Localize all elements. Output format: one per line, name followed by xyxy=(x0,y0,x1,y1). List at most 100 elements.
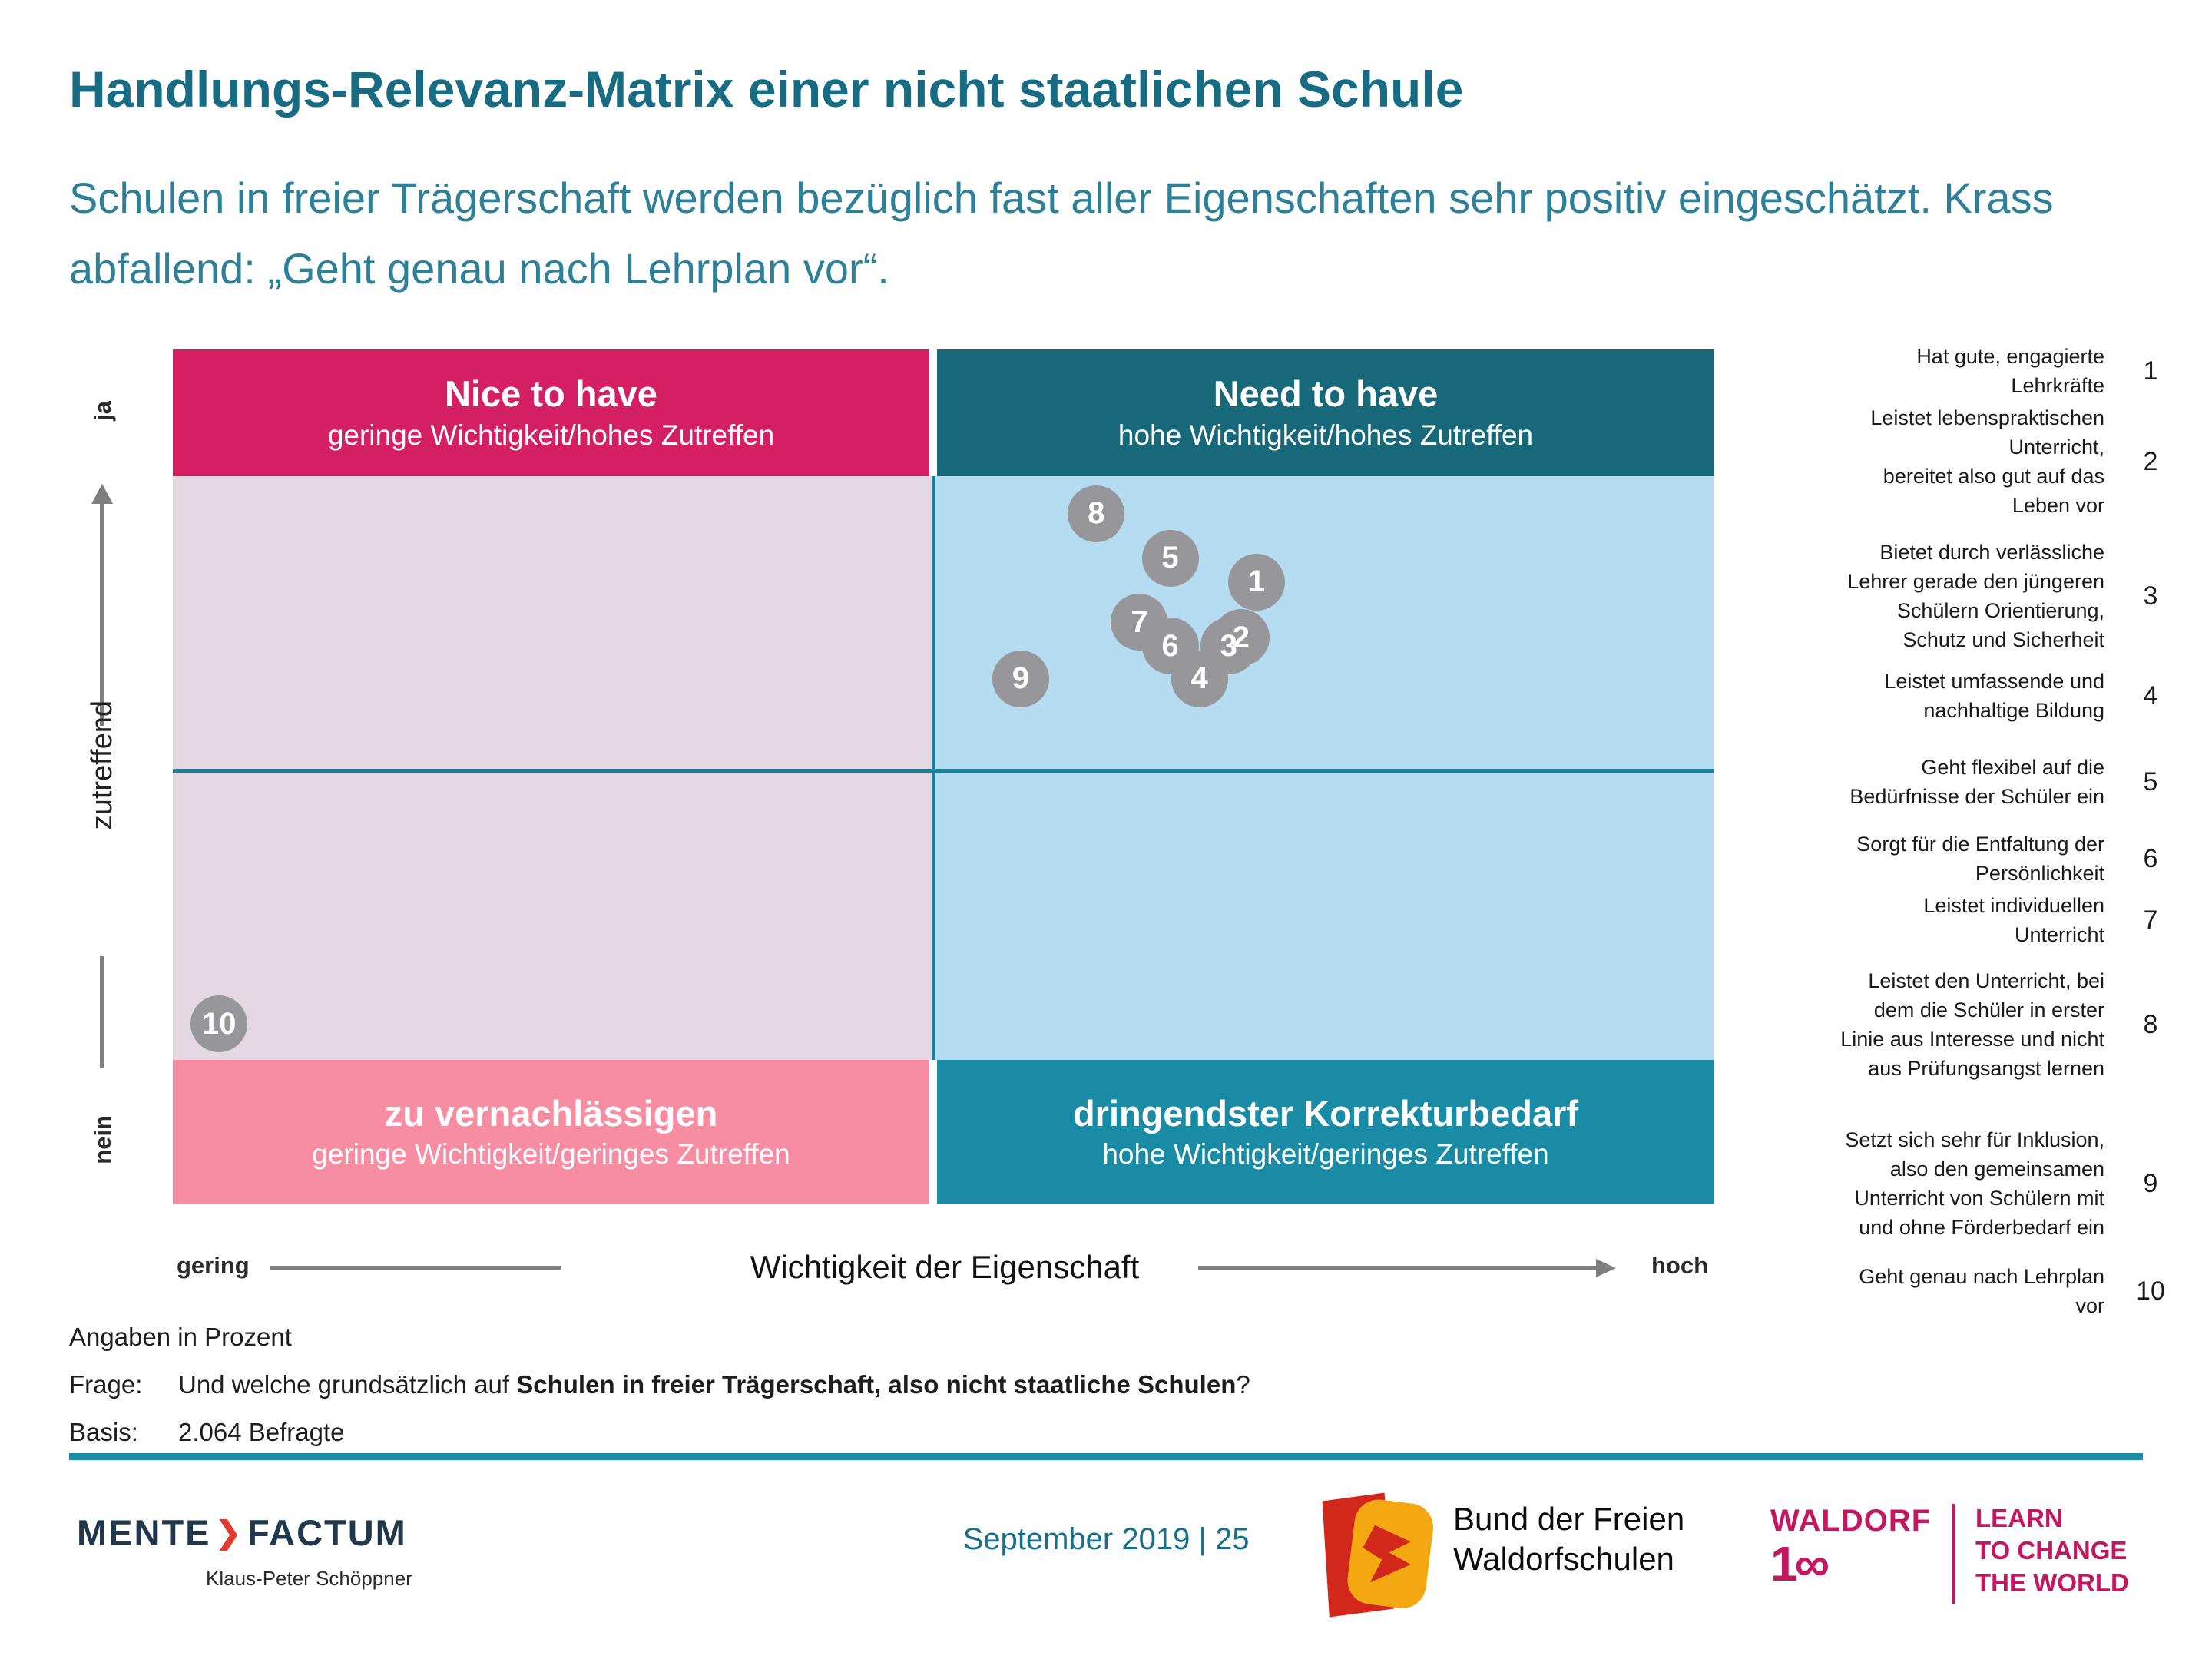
quadrant-matrix: Nice to have geringe Wichtigkeit/hohes Z… xyxy=(173,349,1714,1204)
waldorf100-divider xyxy=(1952,1504,1955,1604)
quadrant-header-nice-to-have: Nice to have geringe Wichtigkeit/hohes Z… xyxy=(173,349,929,476)
question-prefix: Und welche grundsätzlich auf xyxy=(178,1370,517,1399)
quadrant-title: dringendster Korrekturbedarf xyxy=(1072,1092,1579,1134)
waldorfschulen-logo-icon xyxy=(1322,1492,1433,1618)
quadrant-title: Nice to have xyxy=(445,373,657,415)
y-axis-arrowhead-icon xyxy=(91,484,113,504)
legend-item-9: Setzt sich sehr für Inklusion, also den … xyxy=(1790,1125,2197,1242)
data-point-circle xyxy=(992,650,1049,707)
mentefactum-logo-part1: MENTE xyxy=(77,1512,211,1553)
chevron-icon: ❯ xyxy=(215,1515,243,1550)
legend-item-1: Hat gute, engagierte Lehrkräfte 1 xyxy=(1790,342,2197,400)
legend-number: 8 xyxy=(2143,1009,2158,1039)
legend-item-2: Leistet lebenspraktischen Unterricht, be… xyxy=(1790,403,2197,520)
x-axis-arrowhead-icon xyxy=(1596,1259,1616,1277)
legend-text: Leistet umfassende und nachhaltige Bildu… xyxy=(1884,670,2104,722)
quadrant-subtitle: hohe Wichtigkeit/hohes Zutreffen xyxy=(1118,419,1534,451)
legend-item-5: Geht flexibel auf die Bedürfnisse der Sc… xyxy=(1790,753,2197,811)
legend-item-7: Leistet individuellen Unterricht 7 xyxy=(1790,891,2197,949)
question-label: Frage: xyxy=(69,1370,143,1399)
quadrant-subtitle: geringe Wichtigkeit/hohes Zutreffen xyxy=(327,419,775,451)
data-point-number: 10 xyxy=(201,1006,237,1041)
quadrant-title: Need to have xyxy=(1213,373,1439,415)
legend-text: Leistet den Unterricht, bei dem die Schü… xyxy=(1840,969,2104,1080)
legend-number: 5 xyxy=(2143,767,2158,796)
x-axis-arrow-line xyxy=(1198,1266,1596,1270)
waldorf100-number: 1∞ xyxy=(1770,1536,1830,1591)
data-point-number: 4 xyxy=(1190,661,1208,695)
plot-points: 1 2 3 4 5 6 7 8 9 10 xyxy=(173,349,1714,1204)
legend-text: Bietet durch verlässliche Lehrer gerade … xyxy=(1847,541,2104,651)
legend-number: 6 xyxy=(2143,843,2158,873)
date-page-number: September 2019 | 25 xyxy=(962,1522,1250,1556)
data-point-circle xyxy=(1111,594,1168,651)
author-credit: Klaus-Peter Schöppner xyxy=(206,1567,412,1590)
quadrant-subtitle: hohe Wichtigkeit/geringes Zutreffen xyxy=(1102,1138,1549,1171)
data-point-circle xyxy=(1227,553,1285,611)
data-point-number: 6 xyxy=(1161,628,1179,663)
legend-text: Geht genau nach Lehrplan vor xyxy=(1859,1265,2104,1317)
quadrant-fill-right xyxy=(935,476,1714,1060)
question-note: Frage: Und welche grundsätzlich auf Schul… xyxy=(69,1370,1250,1399)
question-suffix: ? xyxy=(1236,1370,1250,1399)
quadrant-title: zu vernachlässigen xyxy=(384,1092,718,1134)
quadrant-header-need-to-have: Need to have hohe Wichtigkeit/hohes Zutr… xyxy=(937,349,1714,476)
matrix-midline-vertical xyxy=(932,476,935,1060)
legend-number: 9 xyxy=(2143,1168,2158,1198)
y-axis-arrow-line xyxy=(100,502,104,726)
legend-text: Leistet lebenspraktischen Unterricht, be… xyxy=(1870,406,2104,517)
waldorf100-word: WALDORF xyxy=(1770,1504,1932,1538)
quadrant-header-korrekturbedarf: dringendster Korrekturbedarf hohe Wichti… xyxy=(937,1060,1714,1204)
legend-item-6: Sorgt für die Entfaltung der Persönlichk… xyxy=(1790,830,2197,888)
mentefactum-logo: MENTE ❯ FACTUM xyxy=(77,1512,407,1554)
quadrant-header-zu-vernachlaessigen: zu vernachlässigen geringe Wichtigkeit/g… xyxy=(173,1060,929,1204)
data-point-number: 9 xyxy=(1012,661,1029,695)
page-title: Handlungs-Relevanz-Matrix einer nicht st… xyxy=(69,61,1464,118)
legend-item-8: Leistet den Unterricht, bei dem die Schü… xyxy=(1790,966,2197,1083)
mentefactum-logo-part2: FACTUM xyxy=(247,1512,407,1553)
legend-number: 4 xyxy=(2143,680,2158,710)
basis-value: 2.064 Befragte xyxy=(178,1418,345,1446)
data-point-number: 7 xyxy=(1131,604,1148,639)
x-axis-min-label: gering xyxy=(177,1252,250,1279)
legend-number: 3 xyxy=(2143,581,2158,611)
waldorf100-logo: WALDORF 1∞ xyxy=(1770,1504,1931,1592)
data-point-number: 5 xyxy=(1161,541,1179,575)
y-axis-max-label: ja xyxy=(89,401,116,421)
legend-number: 7 xyxy=(2143,905,2158,935)
matrix-midline-horizontal xyxy=(173,769,1714,773)
legend-number: 10 xyxy=(2136,1276,2165,1306)
basis-note: Basis: 2.064 Befragte xyxy=(69,1418,345,1447)
data-point-number: 8 xyxy=(1088,496,1105,531)
legend-item-10: Geht genau nach Lehrplan vor 10 xyxy=(1790,1262,2197,1320)
data-point-circle xyxy=(1141,529,1199,587)
legend-item-3: Bietet durch verlässliche Lehrer gerade … xyxy=(1790,538,2197,654)
legend-number: 2 xyxy=(2143,446,2158,476)
waldorfschulen-logo-text: Bund der Freien Waldorfschulen xyxy=(1453,1501,1685,1578)
legend-text: Setzt sich sehr für Inklusion, also den … xyxy=(1845,1128,2104,1239)
basis-label: Basis: xyxy=(69,1418,138,1446)
waldorf100-tagline: LEARN TO CHANGE THE WORLD xyxy=(1975,1504,2129,1597)
legend-item-4: Leistet umfassende und nachhaltige Bildu… xyxy=(1790,667,2197,725)
data-point-number: 1 xyxy=(1247,565,1266,599)
quadrant-subtitle: geringe Wichtigkeit/geringes Zutreffen xyxy=(312,1138,790,1171)
data-point-circle xyxy=(190,995,248,1053)
data-point-circle xyxy=(1068,485,1125,542)
quadrant-fill-left xyxy=(173,476,932,1060)
question-bold: Schulen in freier Trägerschaft, also nic… xyxy=(516,1370,1237,1399)
legend-text: Leistet individuellen Unterricht xyxy=(1923,894,2104,946)
x-axis-line-left xyxy=(270,1266,561,1270)
footer-divider xyxy=(69,1453,2143,1460)
page-subtitle: Schulen in freier Trägerschaft werden be… xyxy=(69,174,2054,293)
data-point-number: 3 xyxy=(1220,628,1237,663)
y-axis-line-lower xyxy=(100,956,104,1068)
legend-number: 1 xyxy=(2143,356,2158,386)
x-axis-max-label: hoch xyxy=(1651,1252,1709,1279)
y-axis-label: zutreffend xyxy=(86,700,118,830)
legend-text: Hat gute, engagierte Lehrkräfte xyxy=(1916,345,2104,397)
legend-text: Geht flexibel auf die Bedürfnisse der Sc… xyxy=(1849,756,2104,808)
x-axis-label: Wichtigkeit der Eigenschaft xyxy=(750,1249,1140,1285)
unit-note: Angaben in Prozent xyxy=(69,1323,292,1351)
data-point-number: 2 xyxy=(1232,620,1250,654)
